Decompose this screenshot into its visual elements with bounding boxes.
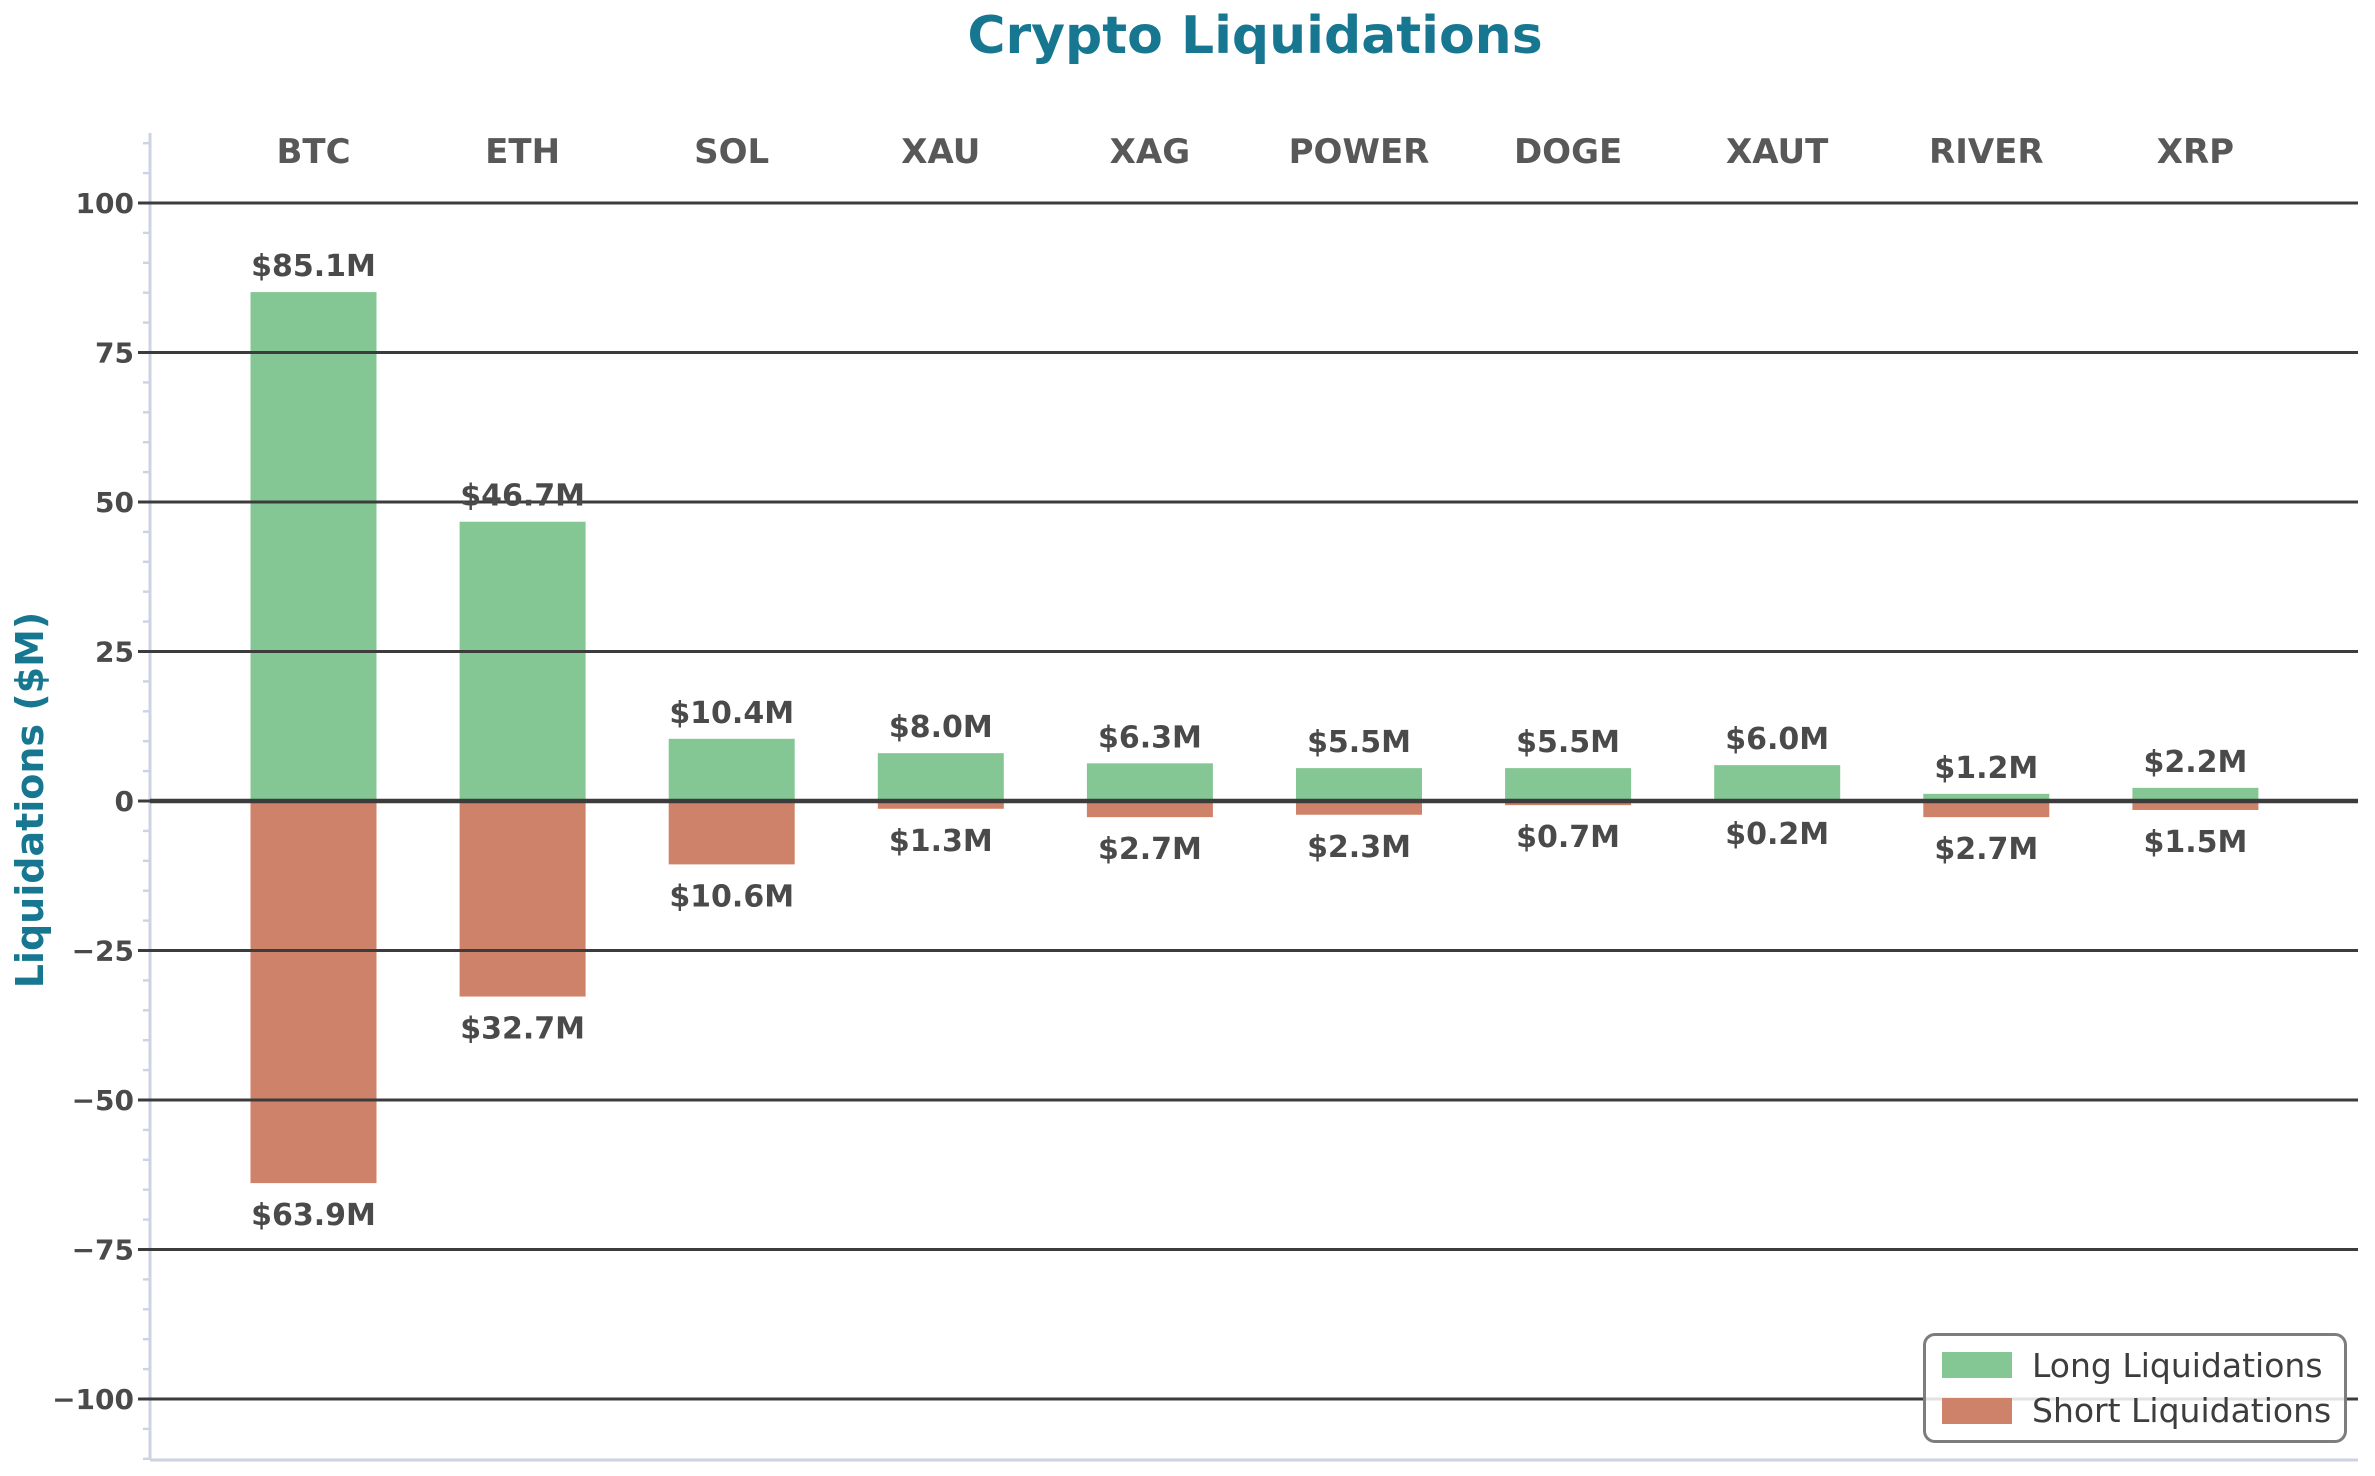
bar-long-xau: [877, 753, 1004, 801]
value-label-long-xaut: $6.0M: [1725, 722, 1829, 757]
value-label-long-sol: $10.4M: [669, 696, 794, 731]
category-label-xau: XAU: [901, 132, 980, 172]
bar-long-xaut: [1714, 765, 1841, 801]
bar-long-sol: [668, 738, 795, 801]
bar-short-xag: [1086, 801, 1213, 818]
value-label-long-xrp: $2.2M: [2143, 745, 2247, 780]
bar-short-btc: [250, 801, 377, 1184]
value-label-long-power: $5.5M: [1307, 725, 1411, 760]
bar-long-btc: [250, 292, 377, 801]
legend-item-short: Short Liquidations: [1942, 1394, 2344, 1427]
value-label-long-btc: $85.1M: [251, 249, 376, 284]
value-label-long-xag: $6.3M: [1098, 720, 1202, 755]
ytick-label-25: 25: [95, 636, 134, 669]
bar-long-eth: [459, 521, 586, 801]
value-label-long-xau: $8.0M: [889, 710, 993, 745]
value-label-short-river: $2.7M: [1934, 832, 2038, 867]
bar-long-river: [1923, 793, 2050, 801]
category-label-river: RIVER: [1929, 132, 2044, 172]
ytick-label-0: 0: [115, 785, 134, 818]
category-label-xrp: XRP: [2157, 132, 2234, 172]
category-label-doge: DOGE: [1514, 132, 1622, 172]
bar-long-doge: [1505, 768, 1632, 801]
value-label-long-river: $1.2M: [1934, 751, 2038, 786]
value-label-short-xag: $2.7M: [1098, 832, 1202, 867]
long-liquidations-swatch: [1942, 1352, 2012, 1379]
category-label-eth: ETH: [485, 132, 560, 172]
bar-short-sol: [668, 801, 795, 865]
category-label-xag: XAG: [1110, 132, 1190, 172]
ytick-label--100: −100: [52, 1383, 134, 1416]
ytick-label--50: −50: [72, 1084, 134, 1117]
category-label-power: POWER: [1289, 132, 1430, 172]
bar-short-xrp: [2132, 801, 2259, 810]
ytick-label--25: −25: [72, 935, 134, 968]
ytick-label-75: 75: [95, 337, 134, 370]
bar-long-power: [1296, 768, 1422, 801]
bar-short-power: [1296, 801, 1422, 815]
legend-label-long: Long Liquidations: [2032, 1345, 2323, 1385]
bar-short-eth: [459, 801, 586, 997]
legend-label-short: Short Liquidations: [2032, 1391, 2332, 1431]
value-label-short-xrp: $1.5M: [2143, 825, 2247, 860]
value-label-short-eth: $32.7M: [460, 1012, 585, 1047]
legend-item-long: Long Liquidations: [1942, 1349, 2344, 1382]
value-label-short-btc: $63.9M: [251, 1198, 376, 1233]
chart-title: Crypto Liquidations: [967, 6, 1543, 66]
value-label-long-eth: $46.7M: [460, 479, 585, 514]
value-label-short-sol: $10.6M: [669, 879, 794, 914]
ytick-label-100: 100: [76, 187, 134, 220]
value-label-short-xau: $1.3M: [889, 824, 993, 859]
value-label-short-power: $2.3M: [1307, 830, 1411, 865]
value-label-short-doge: $0.7M: [1516, 820, 1620, 855]
bar-short-river: [1923, 801, 2050, 818]
short-liquidations-swatch: [1942, 1397, 2012, 1424]
ytick-label-50: 50: [95, 486, 134, 519]
bar-long-xag: [1086, 763, 1213, 801]
category-label-sol: SOL: [694, 132, 769, 172]
category-label-btc: BTC: [276, 132, 350, 172]
ytick-label--75: −75: [72, 1234, 134, 1267]
category-label-xaut: XAUT: [1726, 132, 1829, 172]
bar-long-xrp: [2132, 787, 2259, 801]
value-label-short-xaut: $0.2M: [1725, 817, 1829, 852]
value-label-long-doge: $5.5M: [1516, 725, 1620, 760]
bar-short-xau: [877, 801, 1004, 809]
legend: Long Liquidations Short Liquidations: [1923, 1333, 2347, 1443]
